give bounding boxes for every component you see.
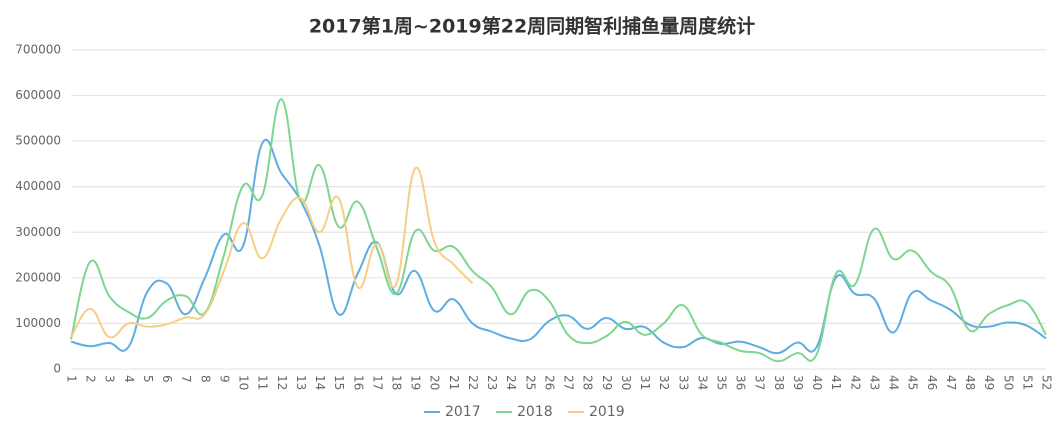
y-tick-label: 300000 [15, 225, 61, 239]
legend-label: 2017 [445, 404, 481, 420]
x-tick-label: 37 [753, 375, 767, 390]
x-tick-label: 29 [600, 375, 614, 390]
line-series [70, 166, 474, 339]
x-tick-label: 27 [562, 375, 576, 390]
y-tick-label: 0 [53, 362, 61, 376]
legend-label: 2018 [517, 404, 553, 420]
line-series [70, 139, 1047, 355]
x-tick-label: 31 [638, 375, 652, 390]
y-tick-label: 500000 [15, 134, 61, 148]
x-tick-label: 21 [447, 375, 461, 390]
x-tick-label: 9 [217, 375, 231, 383]
x-tick-label: 41 [829, 375, 843, 390]
x-tick-label: 23 [485, 375, 499, 390]
x-tick-label: 47 [944, 375, 958, 390]
x-tick-label: 3 [103, 375, 117, 383]
y-tick-label: 600000 [15, 88, 61, 102]
x-tick-label: 33 [676, 375, 690, 390]
x-tick-label: 52 [1040, 375, 1054, 390]
x-tick-label: 42 [848, 375, 862, 390]
x-tick-label: 28 [581, 375, 595, 390]
y-tick-label: 200000 [15, 270, 61, 284]
x-tick-label: 5 [141, 375, 155, 383]
x-tick-label: 49 [982, 375, 996, 390]
x-tick-label: 43 [867, 375, 881, 390]
x-tick-label: 6 [160, 375, 174, 383]
x-tick-label: 32 [657, 375, 671, 390]
x-tick-label: 35 [715, 375, 729, 390]
x-tick-label: 19 [409, 375, 423, 390]
y-tick-label: 700000 [15, 43, 61, 57]
x-tick-label: 18 [390, 375, 404, 390]
y-tick-label: 100000 [15, 316, 61, 330]
x-tick-label: 8 [198, 375, 212, 383]
line-series [70, 98, 1047, 363]
x-tick-label: 11 [256, 375, 270, 390]
x-tick-label: 39 [791, 375, 805, 390]
legend-label: 2019 [589, 404, 625, 420]
x-tick-label: 7 [179, 375, 193, 383]
x-tick-label: 51 [1020, 375, 1034, 390]
x-tick-label: 46 [925, 375, 939, 390]
x-tick-label: 20 [428, 375, 442, 390]
x-tick-label: 45 [906, 375, 920, 390]
chart-title: 2017第1周~2019第22周同期智利捕鱼量周度统计 [309, 15, 755, 38]
x-tick-label: 1 [65, 375, 79, 383]
x-tick-label: 36 [734, 375, 748, 390]
x-tick-label: 22 [466, 375, 480, 390]
x-tick-label: 26 [542, 375, 556, 390]
x-tick-label: 24 [504, 375, 518, 390]
x-tick-label: 25 [523, 375, 537, 390]
x-tick-label: 34 [695, 375, 709, 390]
x-tick-label: 40 [810, 375, 824, 390]
y-tick-label: 400000 [15, 179, 61, 193]
x-tick-label: 10 [237, 375, 251, 390]
x-tick-label: 30 [619, 375, 633, 390]
x-tick-label: 44 [887, 375, 901, 390]
x-tick-label: 4 [122, 375, 136, 383]
x-tick-label: 16 [351, 375, 365, 390]
x-tick-label: 2 [84, 375, 98, 383]
x-tick-label: 15 [332, 375, 346, 390]
x-tick-label: 48 [963, 375, 977, 390]
x-tick-label: 12 [275, 375, 289, 390]
x-tick-label: 50 [1001, 375, 1015, 390]
x-tick-label: 17 [370, 375, 384, 390]
x-tick-label: 14 [313, 375, 327, 390]
x-tick-label: 13 [294, 375, 308, 390]
x-tick-label: 38 [772, 375, 786, 390]
